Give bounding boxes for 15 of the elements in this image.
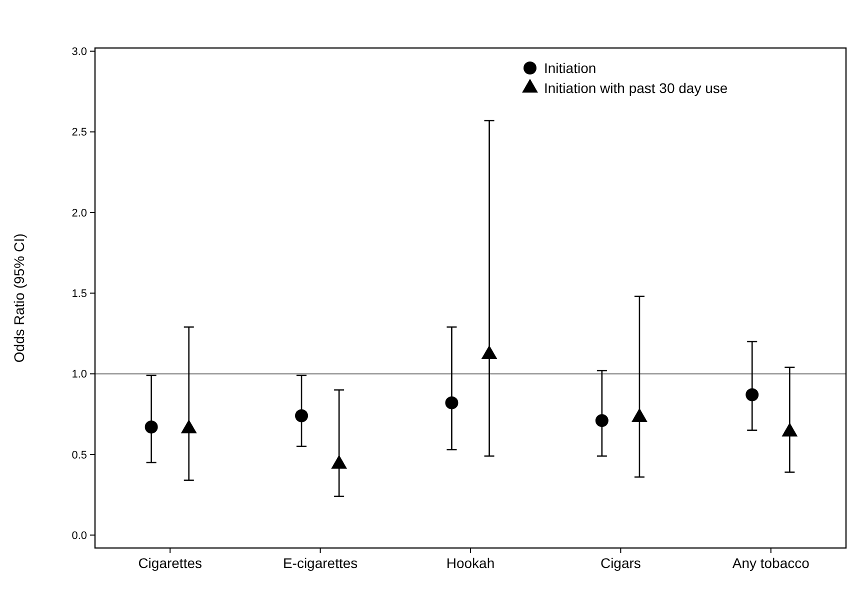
x-tick-label: Hookah — [446, 555, 495, 571]
y-tick-label: 2.0 — [72, 207, 87, 220]
y-tick-label: 0.0 — [72, 530, 87, 542]
x-tick-label: Any tobacco — [732, 555, 810, 571]
y-axis-title: Odds Ratio (95% CI) — [11, 233, 27, 363]
x-tick-label: E-cigarettes — [282, 555, 358, 571]
legend-label: Initiation with past 30 day use — [544, 80, 728, 96]
legend-label: Initiation — [544, 60, 596, 76]
y-tick-label: 0.5 — [72, 449, 87, 462]
y-tick-label: 3.0 — [72, 46, 87, 58]
x-tick-label: Cigarettes — [138, 555, 202, 571]
y-tick-label: 1.0 — [72, 368, 87, 381]
x-tick-label: Cigars — [600, 555, 641, 571]
y-tick-label: 1.5 — [72, 288, 87, 300]
y-tick-label: 2.5 — [72, 126, 87, 139]
